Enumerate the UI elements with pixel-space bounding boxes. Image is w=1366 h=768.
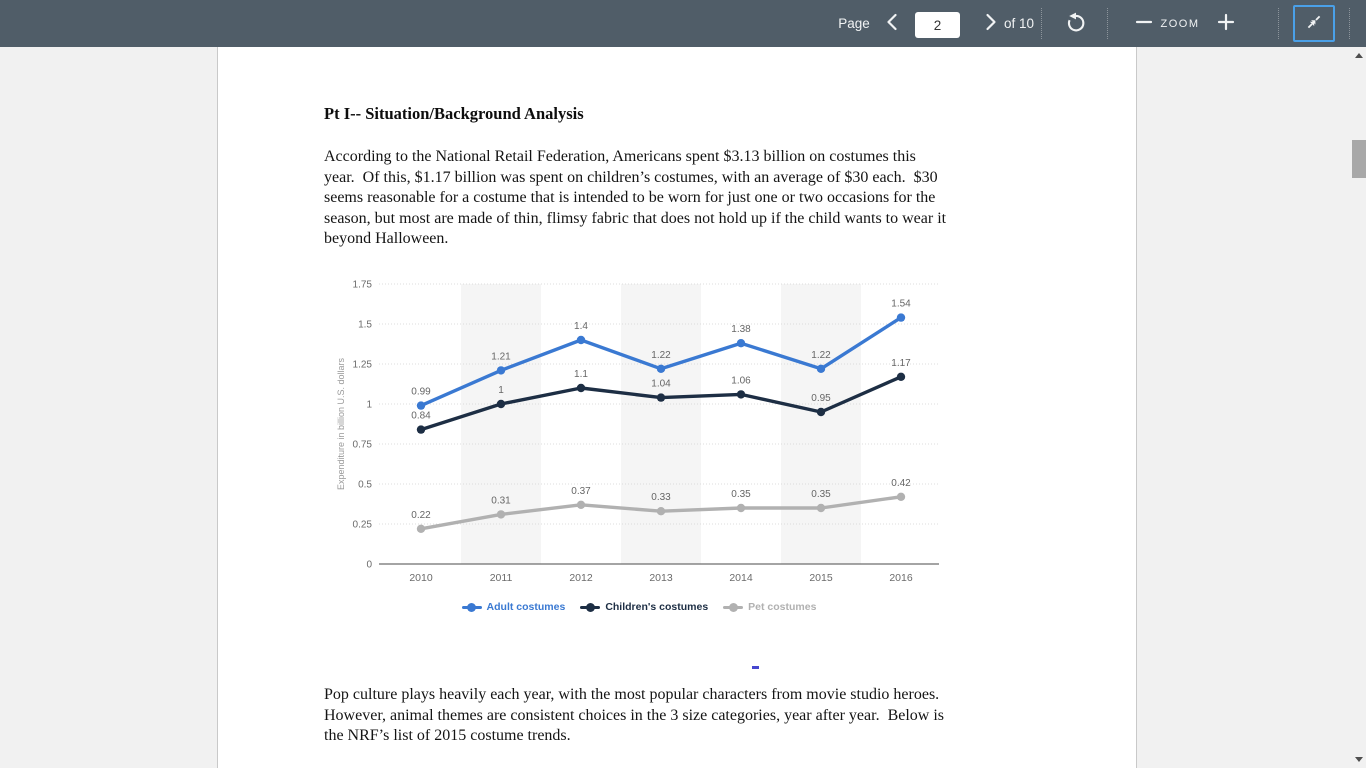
svg-text:1: 1 [498, 385, 504, 396]
svg-text:1.4: 1.4 [574, 321, 588, 332]
zoom-in-button[interactable] [1210, 0, 1242, 47]
svg-text:0.37: 0.37 [571, 486, 591, 497]
toolbar-separator [1107, 8, 1108, 39]
pdf-toolbar: Page of 10 [0, 0, 1366, 47]
svg-text:1.06: 1.06 [731, 375, 751, 386]
text-line: the NRF’s list of 2015 costume trends. [324, 727, 571, 744]
scroll-up-button[interactable] [1352, 47, 1366, 64]
svg-text:0.75: 0.75 [353, 440, 373, 451]
legend-item: Adult costumes [461, 601, 566, 613]
toolbar-separator [1278, 8, 1279, 39]
svg-text:2010: 2010 [409, 572, 433, 584]
text-line: seems reasonable for a costume that is i… [324, 189, 936, 206]
costume-expenditure-chart: 0 0.25 0.5 0.75 1 1.25 1.5 1.75 Expenditure in b… [334, 266, 944, 614]
text-line: season, but most are made of thin, flims… [324, 209, 947, 227]
text-line: Pop culture plays heavily each year, wit… [324, 686, 940, 703]
plus-icon [1217, 13, 1235, 34]
scroll-down-button[interactable] [1352, 751, 1366, 768]
svg-text:1.1: 1.1 [574, 369, 588, 380]
svg-text:0.33: 0.33 [651, 492, 671, 503]
chevron-right-icon [985, 13, 997, 34]
svg-text:0.25: 0.25 [353, 520, 373, 531]
legend-item: Pet costumes [723, 601, 816, 613]
rotate-icon [1064, 11, 1087, 37]
previous-page-button[interactable] [878, 0, 906, 47]
svg-text:2011: 2011 [490, 572, 513, 584]
svg-text:1.54: 1.54 [891, 299, 911, 310]
svg-text:1.25: 1.25 [353, 360, 373, 371]
vertical-scrollbar [1352, 47, 1366, 768]
minus-icon [1135, 13, 1153, 34]
svg-text:0.42: 0.42 [891, 478, 911, 489]
tiny-blue-mark [752, 666, 759, 669]
toolbar-separator [1041, 8, 1042, 39]
legend-label: Adult costumes [486, 601, 566, 613]
svg-text:1.75: 1.75 [353, 280, 373, 291]
page-count-label: of 10 [1003, 16, 1035, 31]
text-line: beyond Halloween. [324, 230, 449, 247]
svg-text:1: 1 [366, 400, 372, 411]
legend-marker-icon [723, 602, 744, 612]
svg-text:0.31: 0.31 [491, 495, 511, 506]
svg-text:0.35: 0.35 [811, 489, 831, 500]
svg-text:2016: 2016 [889, 572, 913, 584]
fit-to-page-button[interactable] [1293, 5, 1335, 42]
svg-text:1.22: 1.22 [651, 350, 671, 361]
rotate-button[interactable] [1058, 0, 1092, 47]
legend-label: Children's costumes [605, 601, 709, 613]
svg-text:1.17: 1.17 [891, 358, 911, 369]
legend-marker-icon [461, 602, 482, 612]
svg-text:0.35: 0.35 [731, 489, 751, 500]
legend-label: Pet costumes [748, 601, 817, 613]
expenditure-chart-svg: 0 0.25 0.5 0.75 1 1.25 1.5 1.75 Expenditure in b… [336, 280, 939, 584]
svg-text:0.84: 0.84 [411, 411, 431, 422]
svg-text:2013: 2013 [649, 572, 673, 584]
chevron-left-icon [886, 13, 898, 34]
page-input[interactable] [915, 12, 960, 38]
svg-text:2015: 2015 [809, 572, 833, 584]
text-line: However, animal themes are consistent ch… [324, 706, 945, 724]
svg-text:1.5: 1.5 [358, 320, 372, 331]
svg-text:1.38: 1.38 [731, 324, 751, 335]
svg-text:2014: 2014 [729, 572, 753, 584]
svg-text:2012: 2012 [569, 572, 593, 584]
chart-legend: Adult costumes Children's costumes Pet cos… [334, 600, 944, 614]
paragraph-situation: According to the National Retail Federat… [324, 147, 946, 250]
paragraph-trends: Pop culture plays heavily each year, wit… [324, 685, 944, 747]
text-line: year. Of this, $1.17 billion was spent o… [324, 168, 938, 186]
svg-text:0.99: 0.99 [411, 387, 431, 398]
svg-text:1.21: 1.21 [491, 351, 511, 362]
next-page-button[interactable] [977, 0, 1005, 47]
scrollbar-thumb[interactable] [1352, 140, 1366, 178]
svg-text:0.95: 0.95 [811, 393, 831, 404]
text-line: According to the National Retail Federat… [324, 148, 916, 165]
svg-text:1.22: 1.22 [811, 350, 831, 361]
toolbar-separator [1349, 8, 1350, 39]
legend-marker-icon [580, 602, 601, 612]
zoom-label: ZOOM [1160, 17, 1200, 30]
collapse-arrows-icon [1305, 13, 1323, 34]
document-page: Pt I-- Situation/Background Analysis Acc… [217, 47, 1137, 768]
legend-item: Children's costumes [580, 601, 708, 613]
svg-text:1.04: 1.04 [651, 379, 671, 390]
svg-text:0: 0 [366, 560, 372, 571]
page-title: Pt I-- Situation/Background Analysis [324, 104, 584, 123]
triangle-down-icon [1355, 757, 1363, 762]
svg-text:0.5: 0.5 [358, 480, 372, 491]
svg-text:Expenditure in billion U.S. do: Expenditure in billion U.S. dollars [336, 357, 346, 490]
triangle-up-icon [1355, 53, 1363, 58]
page-label: Page [838, 16, 870, 31]
svg-text:0.22: 0.22 [411, 510, 431, 521]
zoom-out-button[interactable] [1128, 0, 1160, 47]
